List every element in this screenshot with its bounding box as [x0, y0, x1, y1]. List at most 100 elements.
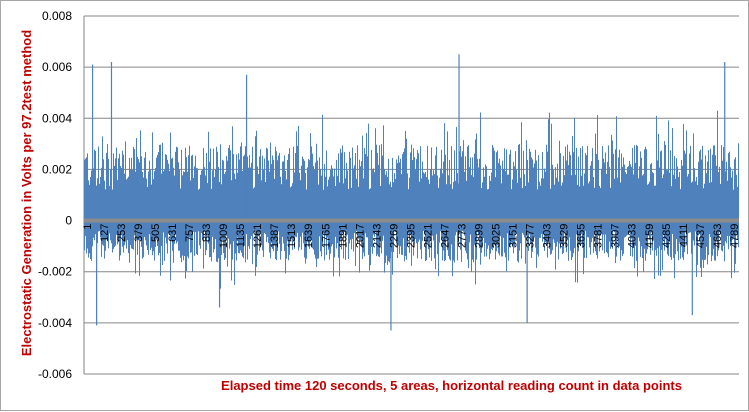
data-bar [604, 220, 605, 254]
data-bar [295, 152, 296, 221]
data-bar [307, 220, 308, 241]
data-bar [134, 149, 135, 221]
data-bar [662, 177, 663, 221]
data-bar [271, 220, 272, 243]
data-bar [511, 189, 512, 221]
data-bar [431, 147, 432, 221]
data-bar [299, 220, 300, 248]
data-bar [668, 120, 669, 221]
data-bar [695, 181, 696, 221]
data-bar [130, 220, 131, 246]
data-bar [176, 220, 177, 244]
data-bar [636, 220, 637, 261]
data-bar [328, 179, 329, 221]
data-bar [588, 220, 589, 238]
data-bar [731, 177, 732, 221]
data-bar [543, 178, 544, 221]
data-bar [110, 169, 111, 221]
data-bar [282, 220, 283, 237]
data-bar [202, 220, 203, 241]
data-bar [154, 171, 155, 221]
data-bar [526, 220, 527, 232]
data-bar [487, 220, 488, 249]
data-bar [531, 220, 532, 258]
data-bar [94, 149, 95, 221]
data-bar [707, 220, 708, 265]
data-bar [451, 146, 452, 221]
data-bar [115, 220, 116, 246]
data-bar [426, 220, 427, 261]
data-bar [573, 152, 574, 221]
data-bar [89, 220, 90, 254]
data-bar [118, 158, 119, 221]
data-bar [95, 150, 96, 221]
data-bar [274, 220, 275, 245]
data-bar [538, 155, 539, 221]
data-bar [446, 184, 447, 221]
data-bar [628, 220, 629, 235]
data-bar [265, 181, 266, 221]
data-bar [686, 220, 687, 246]
data-bar [447, 131, 448, 221]
data-bar [214, 220, 215, 250]
data-bar [593, 176, 594, 221]
data-bar [94, 220, 95, 241]
data-bar [329, 176, 330, 221]
data-bar [672, 220, 673, 234]
data-bar [411, 144, 412, 221]
data-bar [336, 159, 337, 221]
data-bar [398, 155, 399, 221]
data-bar [274, 178, 275, 221]
data-bar [172, 220, 173, 251]
data-bar [253, 188, 254, 221]
x-tick-label: 2647 [439, 224, 451, 248]
data-bar [105, 220, 106, 251]
data-bar [608, 145, 609, 221]
data-bar [467, 146, 468, 221]
data-bar [281, 184, 282, 221]
data-bar [238, 220, 239, 253]
data-bar [150, 220, 151, 250]
data-bar [613, 153, 614, 221]
data-bar [242, 220, 243, 257]
data-bar [512, 179, 513, 221]
data-bar [316, 143, 317, 221]
data-bar [417, 220, 418, 259]
data-bar [597, 115, 598, 221]
data-bar [158, 220, 159, 256]
data-bar [437, 175, 438, 221]
data-bar [613, 220, 614, 231]
data-bar [124, 220, 125, 246]
data-bar [406, 138, 407, 221]
data-bar [332, 220, 333, 245]
data-bar [412, 220, 413, 242]
data-bar [310, 220, 311, 242]
data-bar [116, 147, 117, 221]
data-bar [177, 220, 178, 242]
data-bar [414, 220, 415, 244]
data-bar [346, 162, 347, 221]
data-bar [174, 175, 175, 221]
data-bar [430, 169, 431, 221]
data-bar [503, 168, 504, 221]
data-bar [482, 220, 483, 247]
data-bar [377, 152, 378, 221]
data-bar [181, 149, 182, 221]
data-bar [370, 188, 371, 221]
data-bar [252, 220, 253, 265]
data-bar [465, 220, 466, 251]
data-bar [332, 168, 333, 221]
data-bar [485, 164, 486, 221]
data-bar [466, 180, 467, 221]
data-bar [510, 220, 511, 246]
data-bar [451, 220, 452, 245]
data-bar [693, 133, 694, 221]
data-bar [212, 170, 213, 221]
x-tick-label: 1513 [286, 224, 298, 248]
data-bar [688, 220, 689, 234]
data-bar [670, 150, 671, 221]
data-bar [399, 162, 400, 221]
data-bar [190, 220, 191, 253]
data-bar [261, 220, 262, 246]
data-bar [529, 148, 530, 221]
